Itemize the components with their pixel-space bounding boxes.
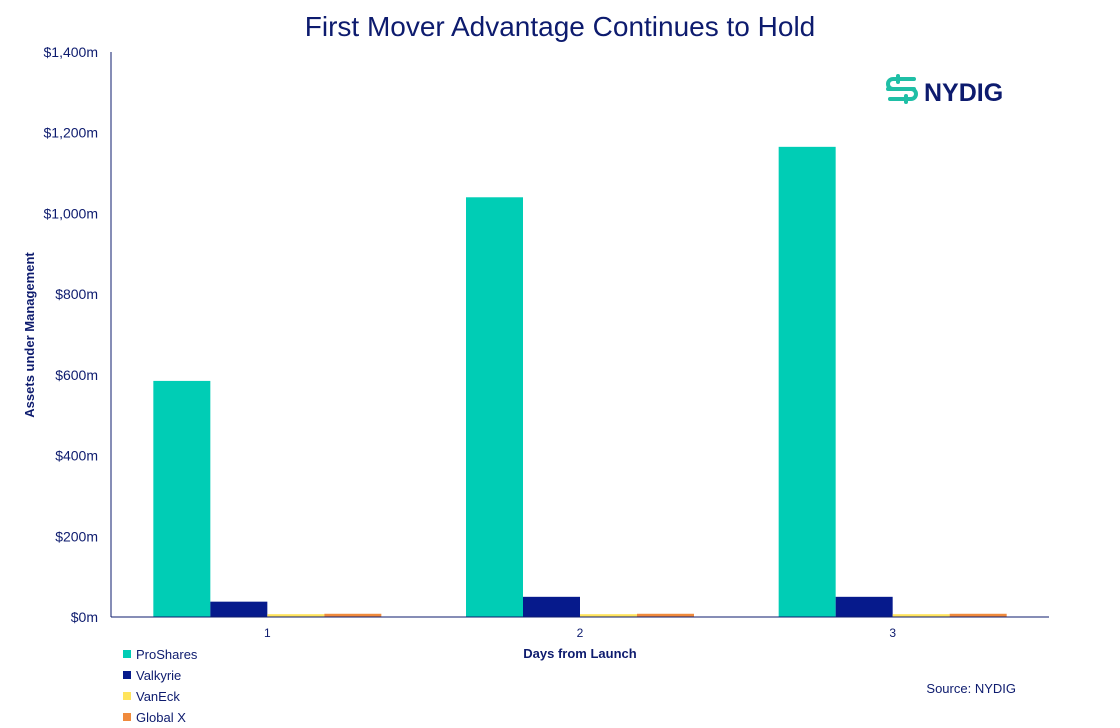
bars (153, 146, 1007, 618)
y-tick-label: $800m (55, 286, 98, 302)
nydig-logo: NYDIG (886, 74, 1003, 107)
bar-global-x-day-2 (637, 613, 694, 617)
bar-proshares-day-3 (778, 146, 836, 617)
legend-label: ProShares (136, 647, 198, 662)
legend: ProShares Valkyrie VanEck Global X (123, 647, 198, 725)
legend-swatch (123, 671, 131, 679)
x-tick-label: 2 (577, 626, 584, 640)
x-axis-label: Days from Launch (523, 646, 636, 661)
bar-valkyrie-day-3 (835, 596, 893, 617)
source-note: Source: NYDIG (926, 681, 1016, 696)
y-tick-label: $400m (55, 448, 98, 464)
y-tick-label: $0m (71, 609, 98, 625)
nydig-logo-text: NYDIG (924, 79, 1003, 107)
y-axis-ticks: $0m $200m $400m $600m $800m $1,000m $1,200m $1,… (44, 44, 98, 625)
y-tick-label: $600m (55, 367, 98, 383)
bar-global-x-day-3 (949, 613, 1007, 617)
bar-vaneck-day-1 (267, 614, 325, 617)
legend-label: VanEck (136, 689, 180, 704)
x-tick-label: 3 (889, 626, 896, 640)
bar-global-x-day-1 (324, 613, 382, 617)
x-tick-label: 1 (264, 626, 271, 640)
bar-valkyrie-day-2 (523, 596, 580, 617)
legend-swatch (123, 713, 131, 721)
y-tick-label: $200m (55, 528, 98, 544)
legend-swatch (123, 650, 131, 658)
y-axis-label: Assets under Management (22, 252, 37, 418)
y-tick-label: $1,000m (44, 205, 98, 221)
bar-vaneck-day-2 (580, 614, 637, 617)
legend-label: Valkyrie (136, 668, 181, 683)
legend-swatch (123, 692, 131, 700)
y-tick-label: $1,200m (44, 125, 98, 141)
legend-label: Global X (136, 710, 186, 725)
bar-vaneck-day-3 (892, 614, 950, 617)
bar-proshares-day-1 (153, 380, 211, 617)
chart-title: First Mover Advantage Continues to Hold (305, 11, 815, 42)
bar-proshares-day-2 (466, 197, 523, 618)
x-axis-ticks: 1 2 3 (264, 626, 896, 640)
y-tick-label: $1,400m (44, 44, 98, 60)
nydig-logo-icon (886, 74, 918, 104)
bar-valkyrie-day-1 (210, 601, 268, 617)
